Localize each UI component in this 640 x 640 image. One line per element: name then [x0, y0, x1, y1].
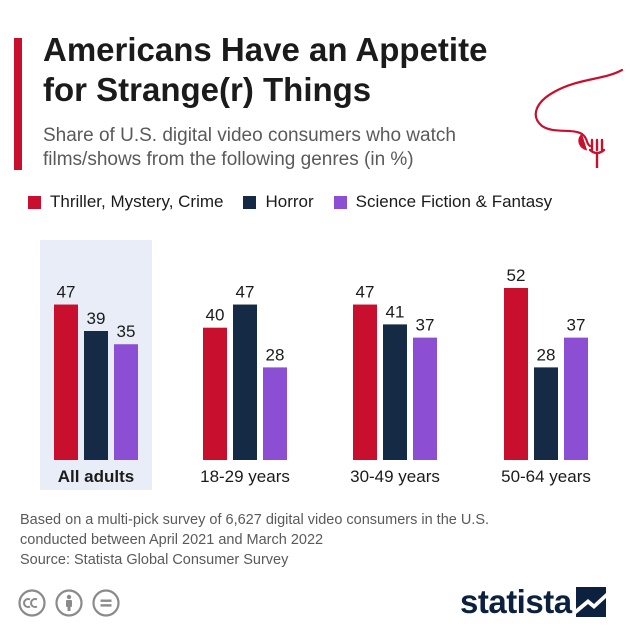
source-text: Source: Statista Global Consumer Survey [20, 552, 289, 568]
legend-label: Science Fiction & Fantasy [355, 192, 553, 211]
data-label: 37 [567, 316, 586, 335]
subtitle-line-2: films/shows from the following genres (i… [43, 149, 414, 170]
bar [233, 304, 257, 460]
data-label: 40 [206, 306, 225, 325]
legend-swatch [28, 195, 41, 209]
data-label: 28 [537, 345, 556, 364]
data-label: 37 [416, 316, 435, 335]
page-title: Americans Have an Appetite for Strange(r… [43, 30, 563, 110]
title-accent-bar [14, 38, 22, 170]
legend-item: Horror [243, 192, 314, 212]
category-label: All adults [58, 467, 135, 486]
license-icons [18, 589, 129, 617]
title-line-1: Americans Have an Appetite [43, 31, 488, 68]
footnote-line-2: conducted between April 2021 and March 2… [20, 532, 324, 548]
bar [84, 331, 108, 460]
footnote-line-1: Based on a multi-pick survey of 6,627 di… [20, 512, 490, 528]
category-label: 30-49 years [350, 467, 440, 486]
bar [263, 367, 287, 460]
creative-commons-icon[interactable] [18, 589, 46, 617]
data-label: 35 [117, 322, 136, 341]
nose-fork-icon [534, 68, 624, 168]
chart-legend: Thriller, Mystery, Crime Horror Science Fi… [28, 191, 572, 213]
bar-chart: 47 39 35 All adults 40 47 28 18-29 years 47 41 37 3… [40, 240, 591, 490]
category-label: 50-64 years [501, 467, 591, 486]
bar [203, 327, 227, 460]
footnote: Based on a multi-pick survey of 6,627 di… [20, 510, 580, 570]
legend-label: Thriller, Mystery, Crime [50, 192, 224, 211]
data-label: 28 [266, 345, 285, 364]
brand-name: statista [460, 583, 572, 620]
bar [54, 304, 78, 460]
attribution-icon[interactable] [55, 589, 83, 617]
legend-swatch [243, 195, 257, 209]
legend-label: Horror [265, 192, 314, 211]
bar [504, 288, 528, 460]
bar [564, 337, 588, 460]
brand[interactable]: statista [460, 583, 606, 621]
category-label: 18-29 years [200, 467, 290, 486]
statista-logo-icon [575, 587, 606, 617]
data-label: 39 [87, 309, 106, 328]
no-derivatives-icon[interactable] [92, 589, 120, 617]
bar [413, 337, 437, 460]
legend-item: Thriller, Mystery, Crime [28, 192, 223, 212]
subtitle: Share of U.S. digital video consumers wh… [43, 124, 533, 172]
bar [114, 344, 138, 460]
bar [353, 304, 377, 460]
data-label: 47 [356, 283, 375, 302]
legend-swatch [333, 195, 347, 209]
data-label: 52 [507, 266, 526, 285]
data-label: 41 [386, 302, 405, 321]
subtitle-line-1: Share of U.S. digital video consumers wh… [43, 125, 456, 146]
data-label: 47 [57, 283, 76, 302]
legend-item: Science Fiction & Fantasy [333, 192, 553, 212]
bar [534, 367, 558, 460]
data-label: 47 [236, 283, 255, 302]
bar [383, 324, 407, 460]
title-line-2: for Strange(r) Things [43, 71, 372, 108]
